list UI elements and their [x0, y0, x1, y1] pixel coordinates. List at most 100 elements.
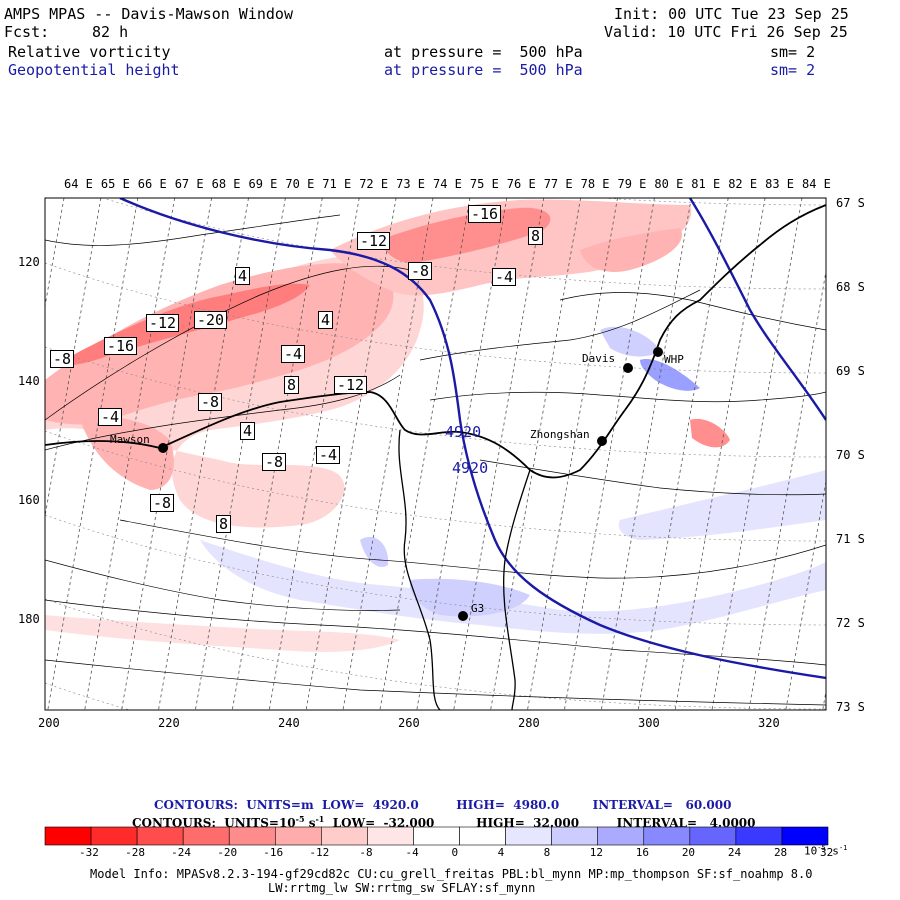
vorticity-label: 8 — [528, 227, 544, 245]
grid-y-label: 160 — [18, 493, 40, 507]
vorticity-label: 4 — [240, 422, 256, 440]
colorbar-tick-label: -20 — [217, 846, 238, 859]
valid-time: Valid: 10 UTC Fri 26 Sep 25 — [604, 23, 848, 41]
colorbar-swatch — [90, 826, 138, 846]
colorbar-tick-label: 20 — [681, 846, 696, 859]
colorbar-tick-label: 16 — [635, 846, 649, 859]
colorbar-swatch — [44, 826, 92, 846]
longitude-label: 82 E — [728, 177, 758, 191]
vorticity-label: 8 — [284, 376, 300, 394]
colorbar-tick-label: 4 — [497, 846, 505, 859]
forecast-hours: 82 h — [92, 23, 129, 41]
longitude-label: 75 E — [469, 177, 499, 191]
grid-x-label: 200 — [38, 716, 60, 730]
station-marker-g3 — [458, 611, 468, 621]
forecast-label: Fcst: — [4, 23, 50, 41]
colorbar-tick-label: -12 — [309, 846, 330, 859]
vorticity-label: -4 — [316, 446, 341, 464]
vorticity-label: -4 — [98, 408, 123, 426]
colorbar-tick-label: 0 — [451, 846, 459, 859]
coastline — [398, 429, 441, 710]
latitude-label: 67 S — [836, 196, 865, 210]
vorticity-positive-region — [409, 578, 530, 617]
longitude-label: 72 E — [359, 177, 389, 191]
latitude-label: 69 S — [836, 364, 865, 378]
vorticity-label: -8 — [262, 453, 287, 471]
vorticity-label: 8 — [216, 515, 232, 533]
longitude-label: 66 E — [137, 177, 167, 191]
vorticity-label: -4 — [281, 345, 306, 363]
station-label-g3: G3 — [471, 602, 485, 615]
longitude-label: 67 E — [174, 177, 204, 191]
station-label-mawson: Mawson — [110, 433, 150, 446]
geopotential-height-contour — [119, 198, 826, 680]
model-info-line1: Model Info: MPASv8.2.3-194-gf29cd82c CU:… — [90, 867, 813, 881]
vorticity-negative-region — [80, 416, 174, 490]
field1-smoothing: sm= 2 — [770, 43, 816, 61]
longitude-label: 68 E — [211, 177, 241, 191]
model-info-line2: LW:rrtmg_lw SW:rrtmg_sw SFLAY:sf_mynn — [268, 881, 536, 895]
colorbar-tick-label: 28 — [773, 846, 788, 859]
longitude-label: 78 E — [580, 177, 610, 191]
grid-y-label: 140 — [18, 374, 40, 388]
height-contour-info: CONTOURS: UNITS=m LOW= 4920.0 HIGH= 4980… — [154, 798, 732, 812]
grid-x-label: 240 — [278, 716, 300, 730]
colorbar-unit: 10-5 s-1 — [804, 844, 848, 858]
longitude-label: 71 E — [322, 177, 352, 191]
coastline — [503, 469, 531, 710]
field1-name: Relative vorticity — [8, 43, 171, 61]
vorticity-label: -4 — [492, 268, 517, 286]
station-marker-mawson — [158, 443, 168, 453]
height-contour-label: 4920 — [445, 423, 482, 441]
vorticity-positive-region — [600, 326, 660, 357]
longitude-label: 64 E — [64, 177, 93, 191]
vorticity-negative-region — [45, 615, 400, 652]
vorticity-label: -16 — [468, 205, 502, 223]
longitude-label: 77 E — [543, 177, 573, 191]
latitude-label: 71 S — [836, 532, 865, 546]
colorbar — [44, 826, 829, 846]
grid-x-label: 300 — [638, 716, 660, 730]
vorticity-label: -8 — [198, 393, 223, 411]
colorbar-tick-label: -8 — [359, 846, 373, 859]
plot-title: AMPS MPAS -- Davis-Mawson Window — [4, 5, 293, 23]
vorticity-label: 4 — [235, 267, 251, 285]
longitude-label: 74 E — [433, 177, 462, 191]
colorbar-tick-label: -16 — [263, 846, 284, 859]
vorticity-label: 4 — [318, 311, 334, 329]
colorbar-tick-label: 12 — [589, 846, 603, 859]
longitude-label: 73 E — [396, 177, 425, 191]
colorbar-tick-label: 8 — [543, 846, 551, 859]
grid-x-label: 280 — [518, 716, 540, 730]
vorticity-negative-region — [690, 418, 730, 448]
station-marker-whp — [653, 347, 663, 357]
longitude-label: 83 E — [765, 177, 794, 191]
vorticity-label: -12 — [334, 376, 368, 394]
colorbar-tick-label: -4 — [405, 846, 419, 859]
coastline — [45, 204, 826, 479]
vorticity-label: -20 — [194, 311, 228, 329]
grid-y-label: 180 — [18, 612, 40, 626]
colorbar-tick-label: 32 — [820, 846, 834, 859]
grid-x-label: 260 — [398, 716, 420, 730]
field2-smoothing: sm= 2 — [770, 61, 816, 79]
vorticity-positive-region — [360, 536, 389, 568]
colorbar-tick-label: -32 — [79, 846, 99, 859]
vorticity-negative-region — [380, 207, 551, 263]
vorticity-contour-info: CONTOURS: UNITS=10-5 s-1 LOW= -32.000 HI… — [132, 814, 756, 830]
station-label-whp: WHP — [664, 353, 684, 366]
longitude-label: 79 E — [617, 177, 647, 191]
colorbar-tick-label: -24 — [171, 846, 192, 859]
longitude-label: 76 E — [506, 177, 536, 191]
station-label-zhongshan: Zhongshan — [530, 428, 590, 441]
vorticity-positive-region — [618, 470, 826, 540]
longitude-label: 80 E — [654, 177, 684, 191]
vorticity-label: -8 — [150, 494, 175, 512]
vorticity-label: -12 — [357, 232, 391, 250]
station-label-davis: Davis — [582, 352, 616, 365]
latitude-label: 73 S — [836, 700, 865, 714]
colorbar-tick-label: 24 — [727, 846, 742, 859]
latitude-label: 68 S — [836, 280, 865, 294]
longitude-label: 65 E — [100, 177, 130, 191]
